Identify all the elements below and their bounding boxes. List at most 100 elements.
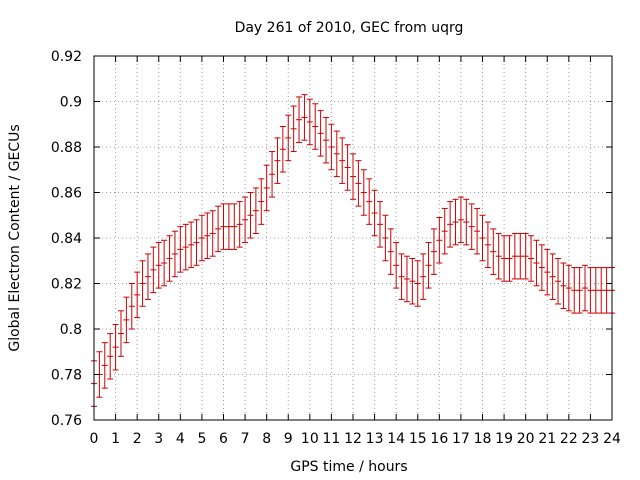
x-tick-label: 6 <box>219 431 228 447</box>
x-axis-label: GPS time / hours <box>290 459 407 475</box>
x-tick-label: 18 <box>474 431 492 447</box>
error-bar-point <box>511 232 518 280</box>
error-bar-point <box>161 239 168 287</box>
error-bar-point <box>441 207 448 255</box>
x-tick-label: 13 <box>366 431 384 447</box>
x-tick-label: 12 <box>344 431 362 447</box>
x-tick-label: 1 <box>111 431 120 447</box>
error-bar-point <box>117 310 124 357</box>
x-tick-label: 2 <box>133 431 142 447</box>
error-bar-point <box>409 257 416 305</box>
error-bar-point <box>247 192 254 239</box>
error-bar-point <box>366 178 373 225</box>
error-bar-point <box>571 267 578 314</box>
y-tick-label: 0.9 <box>60 95 82 111</box>
error-bar-point <box>393 242 400 289</box>
data-points <box>91 94 615 407</box>
error-bar-point <box>517 232 524 280</box>
error-bar-point <box>323 116 330 164</box>
error-bar-point <box>182 223 189 271</box>
error-bar-point <box>490 228 497 275</box>
y-tick-label: 0.76 <box>51 413 82 429</box>
error-bar-point <box>236 201 243 248</box>
error-bar-point <box>128 283 135 330</box>
error-bar-point <box>242 196 249 244</box>
error-bar-point <box>598 267 605 314</box>
error-bar-point <box>220 203 227 250</box>
error-bar-point <box>301 94 308 141</box>
error-bar-point <box>225 203 232 250</box>
error-bar-point <box>376 201 383 248</box>
error-bar-point <box>328 123 335 171</box>
error-bar-point <box>231 203 238 250</box>
error-bar-point <box>177 226 184 273</box>
x-tick-label: 20 <box>517 431 535 447</box>
error-bar-point <box>398 253 405 300</box>
error-bar-point <box>285 114 292 162</box>
error-bar-point <box>430 228 437 275</box>
error-bar-point <box>150 246 157 294</box>
error-bar-point <box>549 253 556 300</box>
y-tick-label: 0.78 <box>51 368 82 384</box>
error-bar-point <box>344 144 351 191</box>
y-tick-label: 0.86 <box>51 186 82 202</box>
error-bar-point <box>576 267 583 314</box>
error-bar-point <box>155 242 162 289</box>
error-bar-point <box>452 198 459 246</box>
x-tick-label: 22 <box>560 431 578 447</box>
error-bar-point <box>171 230 178 278</box>
error-bar-point <box>209 210 216 257</box>
error-bar-point <box>134 271 141 319</box>
error-bar-point <box>290 105 297 153</box>
x-tick-label: 4 <box>176 431 185 447</box>
x-tick-label: 24 <box>603 431 621 447</box>
error-bar-point <box>204 212 211 259</box>
error-bar-point <box>447 201 454 248</box>
error-bar-point <box>463 198 470 246</box>
x-tick-label: 15 <box>409 431 427 447</box>
error-bar-point <box>198 214 205 262</box>
error-bar-point <box>565 264 572 312</box>
error-bar-point <box>263 164 270 212</box>
x-tick-label: 7 <box>241 431 250 447</box>
error-bar-point <box>339 137 346 184</box>
error-bar-point <box>544 248 551 296</box>
error-bar-point <box>296 96 303 143</box>
error-bar-point <box>528 235 535 282</box>
error-bar-point <box>603 267 610 314</box>
y-tick-label: 0.84 <box>51 231 82 247</box>
error-bar-point <box>274 137 281 184</box>
y-tick-label: 0.8 <box>60 322 82 338</box>
grid <box>94 56 612 420</box>
error-bar-point <box>139 260 146 307</box>
error-bar-point <box>560 262 567 310</box>
error-bar-point <box>215 205 222 253</box>
x-tick-label: 17 <box>452 431 470 447</box>
error-bar-point <box>587 267 594 314</box>
x-tick-label: 11 <box>323 431 341 447</box>
error-bar-point <box>414 260 421 307</box>
error-bar-point <box>522 232 529 280</box>
error-bar-point <box>495 232 502 280</box>
x-tick-label: 16 <box>430 431 448 447</box>
error-bar-point <box>355 160 362 207</box>
x-tick-label: 9 <box>284 431 293 447</box>
error-bar-point <box>166 235 173 282</box>
error-bar-point <box>350 153 356 200</box>
error-bar-point <box>479 214 486 262</box>
error-bar-point <box>193 219 200 266</box>
error-bar-point <box>252 187 259 234</box>
error-bar-point <box>538 244 545 291</box>
x-tick-label: 19 <box>495 431 513 447</box>
error-bar-point <box>501 235 508 282</box>
error-bar-point <box>457 196 464 244</box>
x-tick-label: 10 <box>301 431 319 447</box>
x-tick-label: 8 <box>262 431 271 447</box>
error-bar-point <box>468 203 475 250</box>
error-bar-point <box>403 255 410 303</box>
chart-title: Day 261 of 2010, GEC from uqrg <box>235 20 464 36</box>
x-tick-label: 21 <box>538 431 556 447</box>
error-bar-point <box>420 253 427 300</box>
error-bar-point <box>306 98 313 146</box>
error-bar-point <box>279 126 286 173</box>
